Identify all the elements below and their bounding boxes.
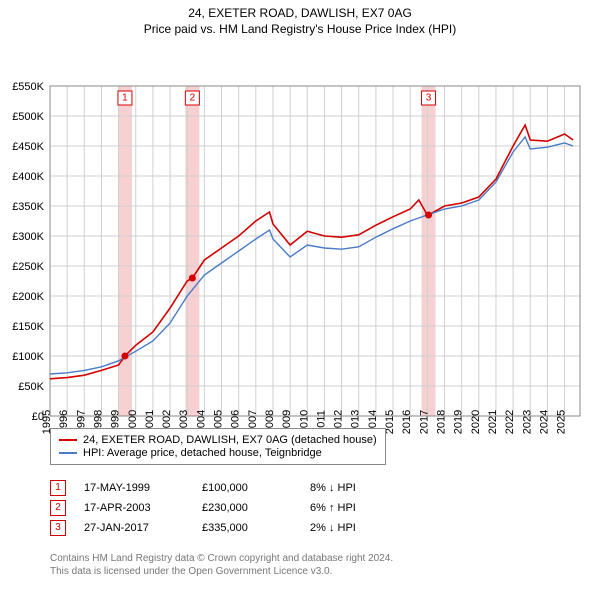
sale-row: 3 27-JAN-2017 £335,000 2% ↓ HPI <box>50 520 356 536</box>
svg-text:£300K: £300K <box>12 231 44 243</box>
svg-text:2019: 2019 <box>453 410 465 434</box>
page-subtitle: Price paid vs. HM Land Registry's House … <box>0 22 600 36</box>
attribution-line: Contains HM Land Registry data © Crown c… <box>50 552 393 565</box>
svg-text:£350K: £350K <box>12 201 44 213</box>
sale-diff: 6% ↑ HPI <box>310 502 356 514</box>
svg-text:2017: 2017 <box>418 410 430 434</box>
sale-marker: 1 <box>50 480 66 496</box>
svg-text:3: 3 <box>426 93 432 104</box>
svg-text:2: 2 <box>190 93 196 104</box>
sale-marker: 3 <box>50 520 66 536</box>
svg-text:2016: 2016 <box>401 410 413 434</box>
svg-text:2025: 2025 <box>556 410 568 434</box>
sale-row: 1 17-MAY-1999 £100,000 8% ↓ HPI <box>50 480 356 496</box>
page-title: 24, EXETER ROAD, DAWLISH, EX7 0AG <box>0 6 600 20</box>
attribution-line: This data is licensed under the Open Gov… <box>50 565 393 578</box>
svg-text:£400K: £400K <box>12 171 44 183</box>
svg-text:£100K: £100K <box>12 351 44 363</box>
sale-price: £230,000 <box>202 502 292 514</box>
sales-list: 1 17-MAY-1999 £100,000 8% ↓ HPI 2 17-APR-2003… <box>50 476 356 540</box>
svg-text:£500K: £500K <box>12 111 44 123</box>
legend-swatch <box>59 452 77 454</box>
svg-text:2022: 2022 <box>504 410 516 434</box>
svg-text:2023: 2023 <box>521 410 533 434</box>
svg-text:2021: 2021 <box>487 410 499 434</box>
svg-text:£550K: £550K <box>12 81 44 93</box>
sale-date: 17-MAY-1999 <box>84 482 184 494</box>
legend-label: 24, EXETER ROAD, DAWLISH, EX7 0AG (detac… <box>83 434 377 446</box>
sale-diff: 2% ↓ HPI <box>310 522 356 534</box>
attribution: Contains HM Land Registry data © Crown c… <box>50 552 393 578</box>
svg-text:£250K: £250K <box>12 261 44 273</box>
svg-text:£450K: £450K <box>12 141 44 153</box>
legend: 24, EXETER ROAD, DAWLISH, EX7 0AG (detac… <box>50 428 386 465</box>
legend-item: 24, EXETER ROAD, DAWLISH, EX7 0AG (detac… <box>59 434 377 446</box>
sale-row: 2 17-APR-2003 £230,000 6% ↑ HPI <box>50 500 356 516</box>
sale-price: £335,000 <box>202 522 292 534</box>
legend-swatch <box>59 439 77 441</box>
svg-text:£50K: £50K <box>18 381 44 393</box>
price-chart: £0£50K£100K£150K£200K£250K£300K£350K£400… <box>0 36 600 456</box>
sale-diff: 8% ↓ HPI <box>310 482 356 494</box>
sale-price: £100,000 <box>202 482 292 494</box>
svg-text:2018: 2018 <box>435 410 447 434</box>
svg-text:2015: 2015 <box>384 410 396 434</box>
svg-text:£200K: £200K <box>12 291 44 303</box>
sale-date: 27-JAN-2017 <box>84 522 184 534</box>
svg-text:2020: 2020 <box>470 410 482 434</box>
legend-item: HPI: Average price, detached house, Teig… <box>59 447 377 459</box>
svg-text:£150K: £150K <box>12 321 44 333</box>
legend-label: HPI: Average price, detached house, Teig… <box>83 447 322 459</box>
sale-date: 17-APR-2003 <box>84 502 184 514</box>
sale-marker: 2 <box>50 500 66 516</box>
svg-text:2024: 2024 <box>538 410 550 434</box>
svg-text:1: 1 <box>122 93 128 104</box>
